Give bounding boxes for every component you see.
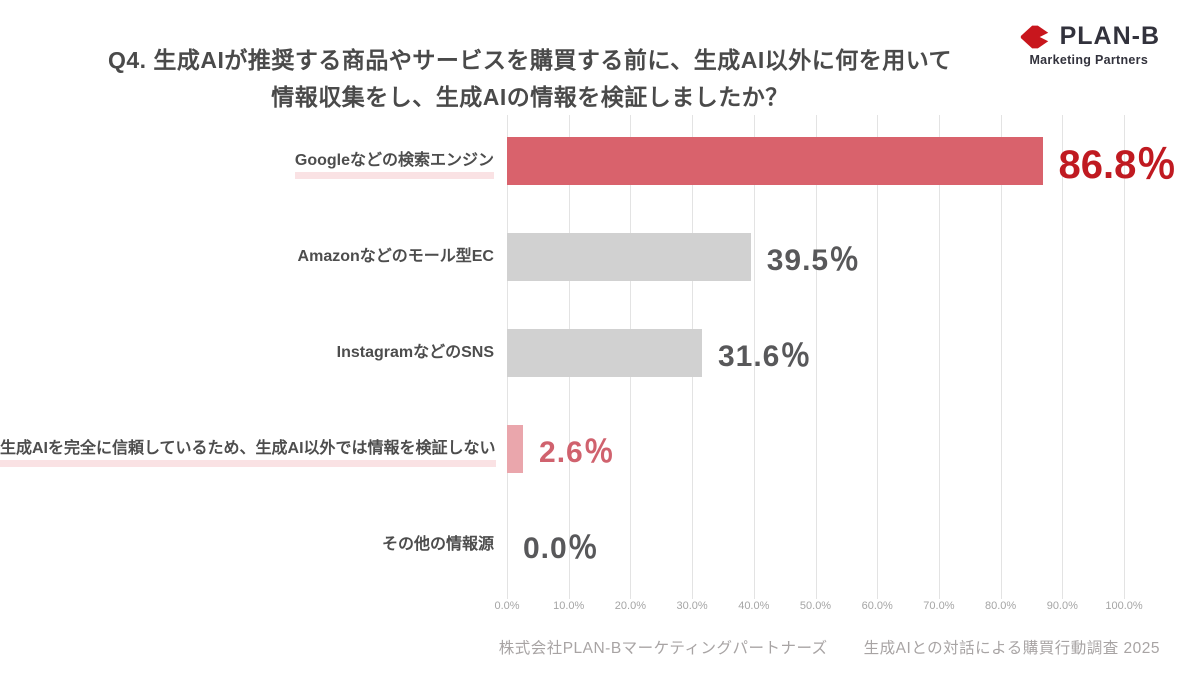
bar-track: 31.6％	[507, 305, 1124, 401]
bar-row: Googleなどの検索エンジン 86.8％	[0, 113, 1200, 209]
plan-b-logo: PLAN-B Marketing Partners	[1018, 22, 1160, 67]
chart-title-line2: 情報収集をし、生成AIの情報を検証しましたか？	[271, 84, 789, 110]
x-axis-tick-label: 10.0%	[553, 600, 585, 612]
gridline	[1062, 115, 1064, 599]
gridline	[938, 115, 940, 599]
category-label-text: Googleなどの検索エンジン	[294, 151, 494, 179]
bar-track: 0.0％	[507, 497, 1124, 593]
plan-b-double-arrow-icon	[1020, 25, 1048, 48]
category-label: その他の情報源	[0, 535, 507, 556]
x-axis-tick-label: 90.0%	[1046, 600, 1078, 612]
x-axis-tick-label: 30.0%	[676, 600, 708, 612]
gridline	[1124, 115, 1125, 599]
category-label: 生成AIを完全に信頼しているため、生成AI以外では情報を検証しない	[0, 439, 507, 467]
gridline	[1000, 115, 1002, 599]
x-axis-tick-label: 70.0%	[923, 600, 955, 612]
bar-row: その他の情報源 0.0％	[0, 497, 1200, 593]
horizontal-bar-chart: Googleなどの検索エンジン 86.8％ Amazonなどのモール型EC 39.5％…	[0, 113, 1200, 612]
x-axis-tick-label: 40.0%	[738, 600, 770, 612]
x-axis-tick-label: 100.0%	[1105, 600, 1143, 612]
category-label-text: Amazonなどのモール型EC	[297, 247, 494, 265]
x-axis-tick-label: 0.0%	[494, 600, 520, 612]
gridline	[815, 115, 817, 599]
value-label: 0.0％	[523, 532, 599, 565]
category-label-text: InstagramなどのSNS	[336, 343, 494, 361]
value-label: 2.6％	[539, 436, 615, 469]
x-axis-tick-label: 20.0%	[614, 600, 646, 612]
source-company: 株式会社PLAN-Bマーケティングパートナーズ	[498, 640, 828, 657]
bar-rows: Googleなどの検索エンジン 86.8％ Amazonなどのモール型EC 39.5％…	[0, 113, 1200, 593]
plan-b-logo-lockup: PLAN-B	[1018, 22, 1160, 51]
chart-title-line1: Q4. 生成AIが推奨する商品やサービスを購買する前に、生成AI以外に何を用いて	[107, 47, 953, 73]
x-axis: 0.0% 10.0% 20.0% 30.0% 40.0% 50.0% 60.0% 70.0% 8…	[494, 600, 1142, 616]
bar-track: 86.8％	[507, 113, 1176, 209]
logo-subtitle-text: Marketing Partners	[1029, 53, 1149, 67]
bar-row: InstagramなどのSNS 31.6％	[0, 305, 1200, 401]
bar-track: 2.6％	[507, 401, 1124, 497]
source-footer: 株式会社PLAN-Bマーケティングパートナーズ 生成AIとの対話による購買行動調…	[499, 636, 1160, 658]
category-label: Amazonなどのモール型EC	[0, 247, 507, 268]
bar	[507, 329, 702, 377]
category-label: Googleなどの検索エンジン	[0, 151, 507, 179]
category-label-text: 生成AIを完全に信頼しているため、生成AI以外では情報を検証しない	[0, 439, 496, 467]
bar-row: Amazonなどのモール型EC 39.5％	[0, 209, 1200, 305]
source-survey: 生成AIとの対話による購買行動調査 2025	[863, 640, 1160, 657]
value-label: 39.5％	[766, 244, 861, 277]
x-axis-tick-label: 60.0%	[861, 600, 893, 612]
x-axis-tick-label: 80.0%	[984, 600, 1017, 612]
value-label: 86.8％	[1058, 143, 1177, 187]
category-label: InstagramなどのSNS	[0, 343, 507, 364]
gridline	[877, 115, 879, 599]
gridline	[753, 115, 755, 599]
logo-brand-text: PLAN-B	[1059, 22, 1160, 50]
bar	[507, 137, 1043, 185]
bar-row: 生成AIを完全に信頼しているため、生成AI以外では情報を検証しない 2.6％	[0, 401, 1200, 497]
x-axis-tick-label: 50.0%	[799, 600, 832, 612]
bar	[507, 233, 751, 281]
category-label-text: その他の情報源	[381, 535, 494, 553]
value-label: 31.6％	[717, 340, 812, 373]
bar-track: 39.5％	[507, 209, 1124, 305]
chart-title: Q4. 生成AIが推奨する商品やサービスを購買する前に、生成AI以外に何を用いて…	[0, 42, 1060, 116]
bar	[507, 425, 524, 473]
